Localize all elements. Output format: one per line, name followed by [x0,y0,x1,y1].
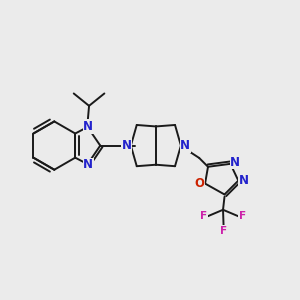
Text: F: F [200,211,207,221]
Text: N: N [230,156,240,169]
Text: N: N [238,174,249,187]
Text: N: N [83,158,93,171]
Text: N: N [83,120,93,133]
Text: O: O [195,177,205,190]
Text: N: N [122,139,131,152]
Text: F: F [220,226,227,236]
Text: N: N [180,139,190,152]
Text: F: F [239,211,246,221]
